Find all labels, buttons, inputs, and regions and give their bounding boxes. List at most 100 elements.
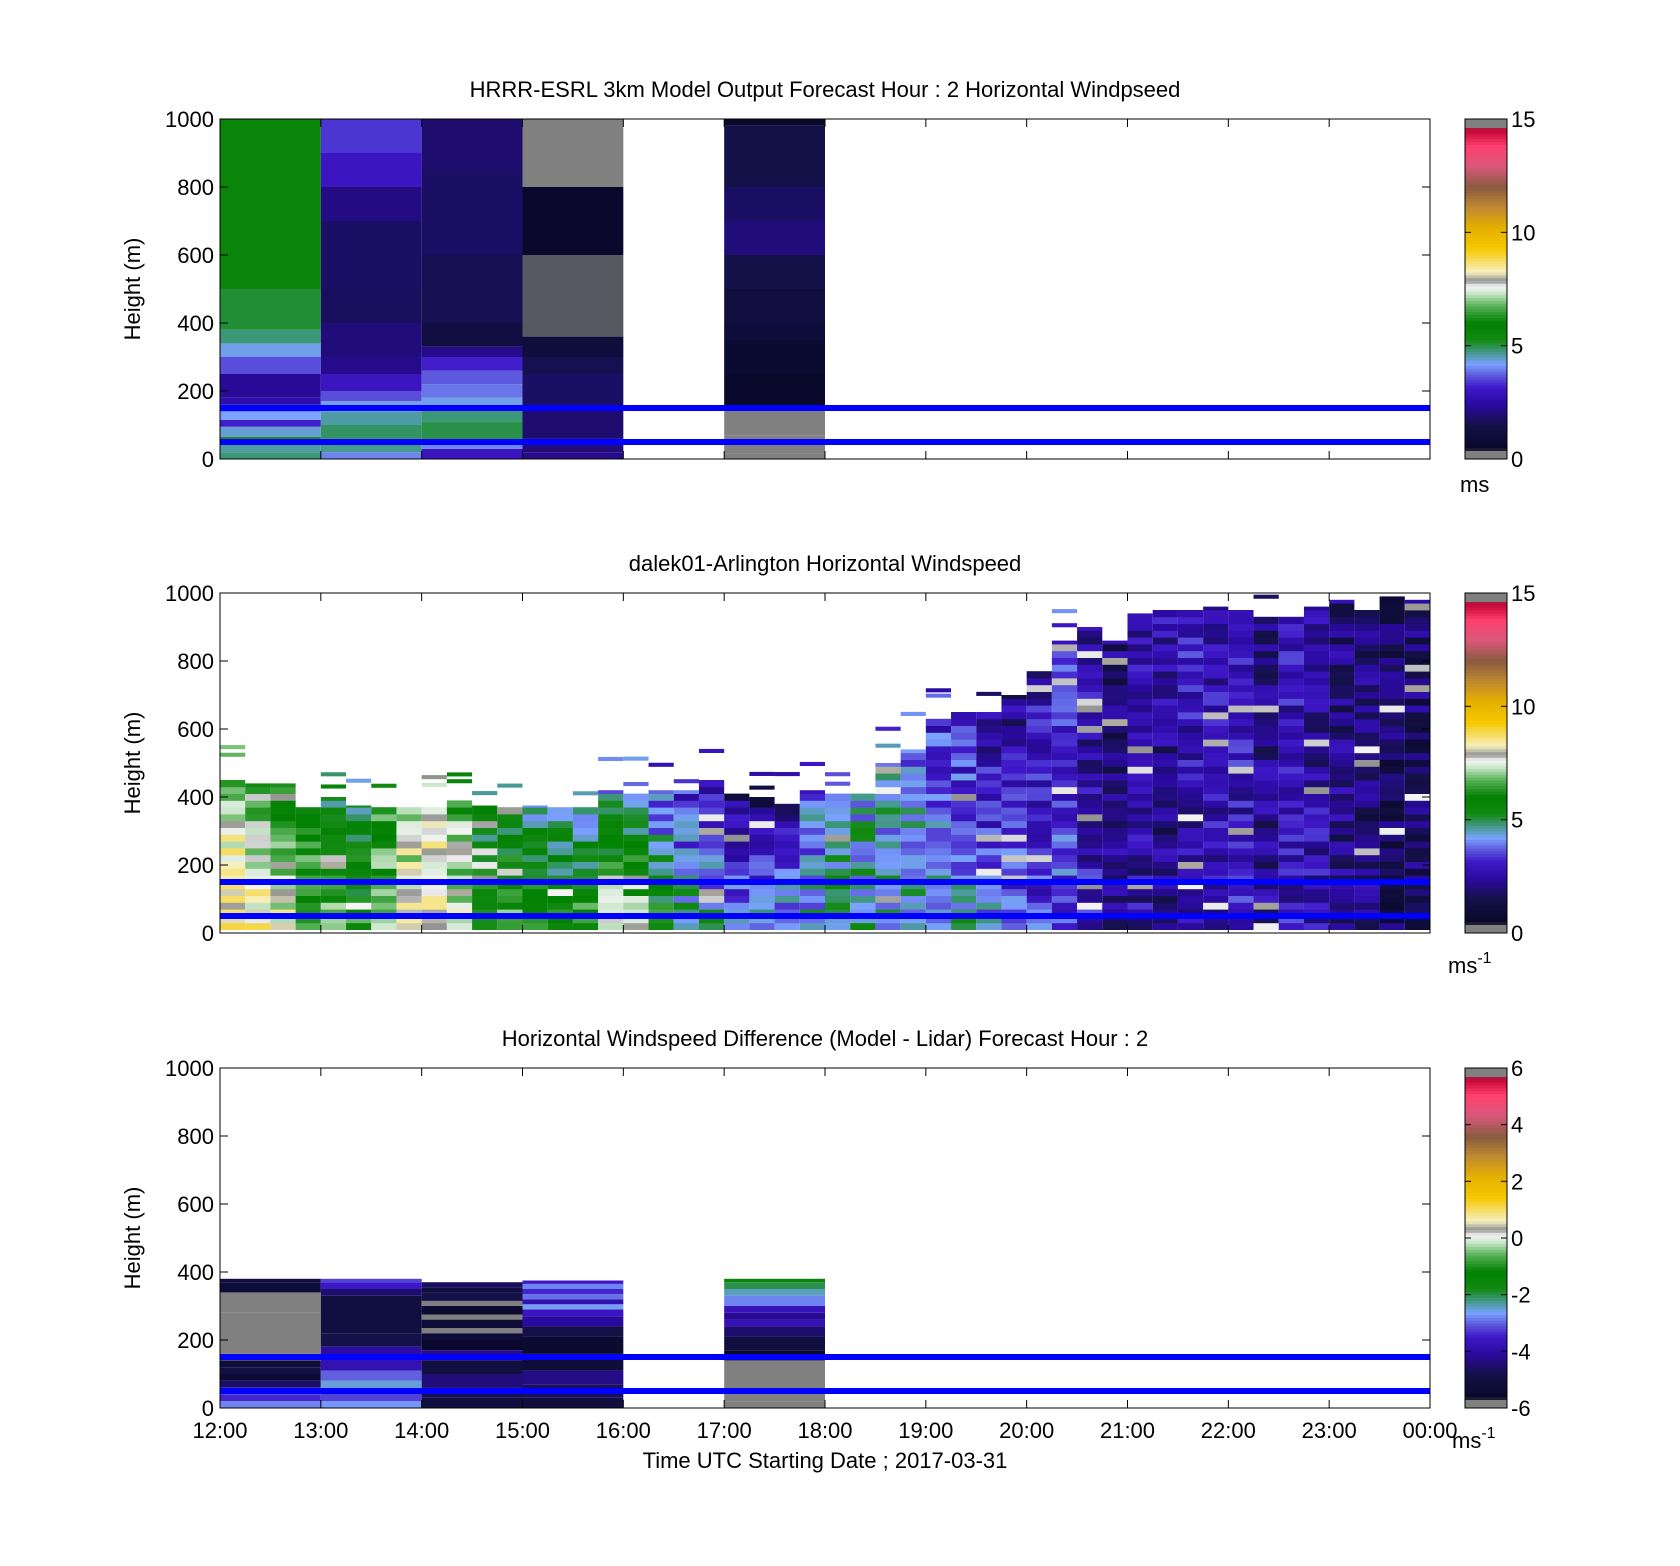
colorbar-segment <box>1465 890 1507 894</box>
heatmap-cell <box>295 834 321 842</box>
heatmap-cell <box>976 875 1002 883</box>
heatmap-cell <box>1152 807 1178 815</box>
heatmap-cell <box>951 875 977 883</box>
heatmap-cell <box>1203 882 1229 890</box>
colorbar-segment <box>1465 839 1507 843</box>
heatmap-cell <box>774 807 800 815</box>
heatmap-cell <box>497 861 523 869</box>
colorbar-segment <box>1465 1283 1507 1287</box>
heatmap-cell <box>1379 773 1405 781</box>
heatmap-cell <box>925 773 952 781</box>
heatmap-cell <box>1102 657 1128 665</box>
colorbar-segment <box>1465 1102 1507 1106</box>
heatmap-cell <box>698 780 725 788</box>
heatmap-cell <box>1152 848 1178 856</box>
y-tick-label: 400 <box>177 785 214 810</box>
heatmap-cell <box>1102 650 1128 658</box>
heatmap-cell <box>295 814 321 822</box>
heatmap-cell <box>799 827 825 835</box>
heatmap-cell <box>1177 691 1204 699</box>
heatmap-cell <box>1051 732 1078 740</box>
colorbar-segment <box>1465 893 1507 897</box>
heatmap-cell <box>245 902 271 910</box>
heatmap-cell <box>446 922 473 930</box>
heatmap-cell <box>1253 712 1279 720</box>
colorbar-segment <box>1465 695 1507 699</box>
heatmap-cell <box>1127 613 1153 618</box>
heatmap-cell <box>1404 684 1430 692</box>
colorbar-frame <box>1464 118 1508 460</box>
heatmap-cell <box>724 909 750 917</box>
heatmap-cell <box>1203 616 1229 624</box>
heatmap-cell <box>421 854 447 862</box>
heatmap-cell <box>850 827 876 835</box>
heatmap-cell <box>1177 834 1204 842</box>
x-tick-label: 16:00 <box>596 1418 651 1443</box>
heatmap-cell <box>1051 609 1078 614</box>
heatmap-cell <box>472 854 498 862</box>
heatmap-cell <box>421 834 447 842</box>
colorbar-segment <box>1465 433 1507 437</box>
heatmap-cell <box>850 875 876 883</box>
heatmap-cell <box>1001 888 1027 896</box>
heatmap-cell <box>1152 712 1178 720</box>
heatmap-cell <box>320 895 347 903</box>
heatmap-cell <box>951 732 977 740</box>
heatmap-cell <box>900 780 926 788</box>
heatmap-cell <box>724 848 750 856</box>
heatmap-cell <box>1354 759 1380 767</box>
heatmap-cell <box>1354 773 1380 781</box>
heatmap-cell <box>1152 678 1178 686</box>
heatmap-cell <box>1354 834 1380 842</box>
heatmap-cell <box>598 868 624 876</box>
heatmap-cell <box>1051 644 1078 652</box>
heatmap-cell <box>749 861 775 869</box>
heatmap-cell <box>1051 664 1078 672</box>
colorbar-segment <box>1465 876 1507 880</box>
heatmap-cell <box>421 888 447 896</box>
heatmap-cell <box>1051 800 1078 808</box>
heatmap-cell <box>1001 841 1027 849</box>
colorbar-segment <box>1465 297 1507 301</box>
heatmap-cell <box>1228 780 1254 788</box>
heatmap-cell <box>1177 630 1204 638</box>
heatmap-cell <box>1102 814 1128 822</box>
heatmap-cell <box>497 922 523 930</box>
colorbar-segment <box>1465 1399 1507 1403</box>
colorbar-segment <box>1465 170 1507 174</box>
heatmap-cell <box>673 779 699 784</box>
heatmap-cell <box>522 827 548 835</box>
heatmap-cell <box>1379 684 1405 692</box>
heatmap-cell <box>1203 698 1229 706</box>
colorbar-segment <box>1465 436 1507 440</box>
heatmap-cell <box>320 868 347 876</box>
heatmap-cell <box>648 762 674 767</box>
heatmap-cell <box>295 895 321 903</box>
heatmap-cell <box>1152 895 1178 903</box>
heatmap-cell <box>875 841 901 849</box>
heatmap-cell <box>497 875 523 883</box>
y-tick-label: 0 <box>202 921 214 946</box>
colorbar-segment <box>1465 1269 1507 1273</box>
colorbar-segment <box>1465 788 1507 792</box>
heatmap-cell <box>472 805 498 808</box>
heatmap-cell <box>1253 644 1279 652</box>
colorbar-segment <box>1465 1223 1507 1228</box>
heatmap-cell <box>825 807 851 815</box>
heatmap-cell <box>1303 691 1330 699</box>
heatmap-cell <box>1404 746 1430 754</box>
colorbar-segment <box>1465 337 1507 341</box>
heatmap-cell <box>1278 834 1304 842</box>
heatmap-cell <box>1203 909 1229 917</box>
y-axis-label: Height (m) <box>120 712 145 815</box>
heatmap-cell <box>1177 909 1204 917</box>
heatmap-cell <box>698 888 725 896</box>
heatmap-cell <box>875 793 901 801</box>
heatmap-cell <box>1379 623 1405 631</box>
heatmap-cell <box>472 807 498 815</box>
heatmap-cell <box>1228 623 1254 631</box>
heatmap-cell <box>446 814 473 822</box>
heatmap-cell <box>1329 793 1355 801</box>
heatmap-cell <box>1329 599 1355 604</box>
